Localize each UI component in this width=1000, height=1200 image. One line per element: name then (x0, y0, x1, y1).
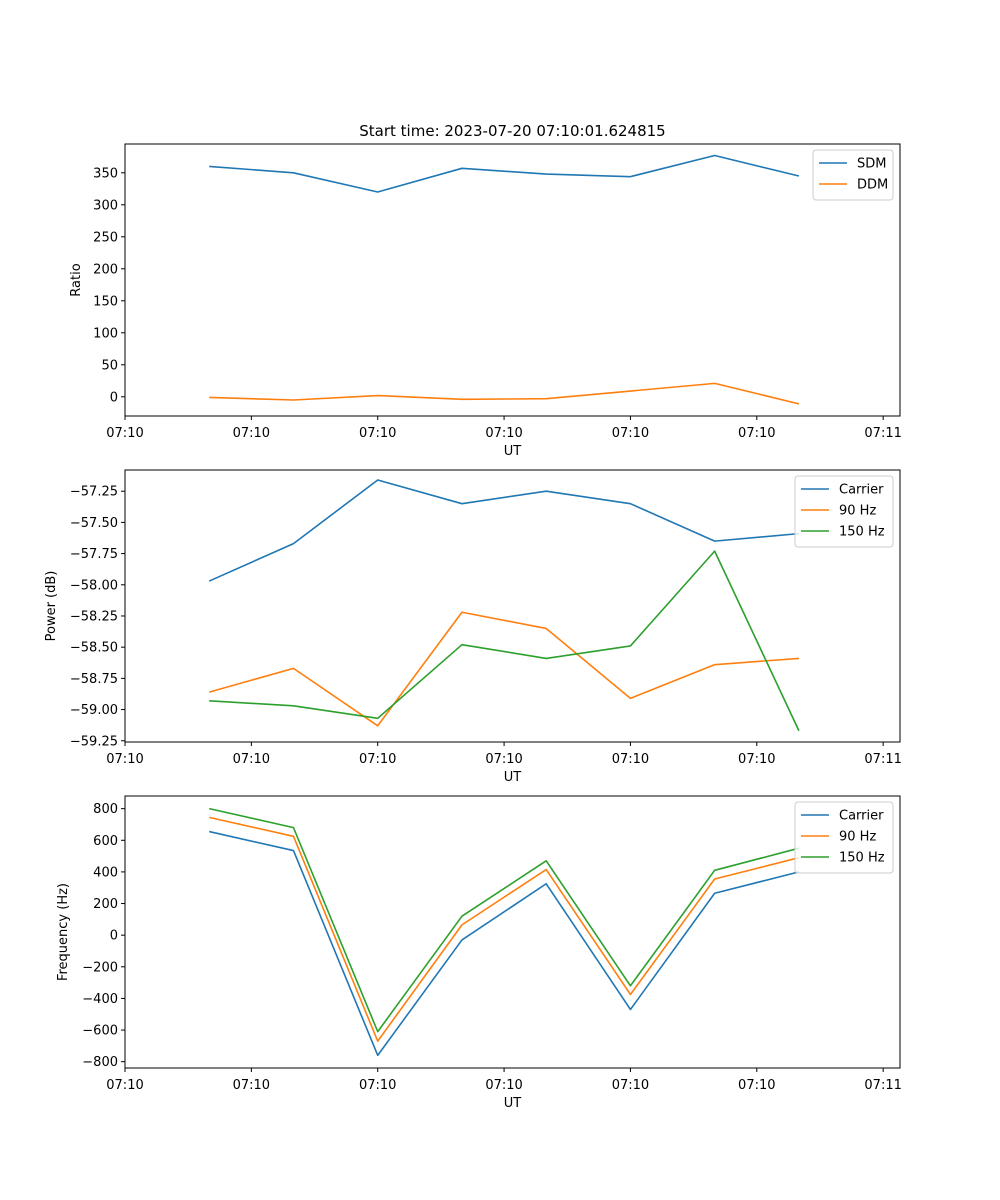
y-tick-label: 600 (93, 834, 118, 849)
y-tick-label: 350 (93, 166, 118, 181)
y-tick-label: 0 (110, 390, 118, 405)
x-tick-label: 07:10 (359, 426, 396, 441)
x-axis-label: UT (504, 1096, 522, 1111)
chart-title: Start time: 2023-07-20 07:10:01.624815 (359, 122, 665, 140)
axes-frame (124, 143, 901, 417)
axes-frame (124, 795, 901, 1069)
x-tick-label: 07:10 (612, 426, 649, 441)
y-tick-label: 200 (93, 897, 118, 912)
y-tick-label: −57.25 (70, 485, 118, 500)
subplot-2: 07:10 07:10 07:10 07:10 07:10 07:10 07:11 −59.2… (44, 469, 902, 785)
legend: SDM DDM (812, 149, 894, 201)
x-axis-label: UT (504, 770, 522, 785)
y-tick-label: −57.75 (70, 547, 118, 562)
y-tick-label: 0 (110, 929, 118, 944)
x-tick-label: 07:10 (738, 426, 775, 441)
series-line-ddm (209, 382, 800, 405)
subplot-1: Start time: 2023-07-20 07:10:01.624815 07… (69, 122, 902, 459)
x-tick-label: 07:10 (233, 426, 270, 441)
y-tick-label: 400 (93, 865, 118, 880)
y-tick-label: 200 (93, 262, 118, 277)
y-tick-label: 50 (101, 358, 118, 373)
y-tick-label: −57.50 (70, 516, 118, 531)
y-axis-label: Power (dB) (44, 571, 59, 642)
x-tick-label: 07:10 (359, 752, 396, 767)
legend-label: 150 Hz (839, 851, 885, 866)
x-tick-label: 07:11 (864, 426, 901, 441)
x-tick-label: 07:10 (233, 1078, 270, 1093)
y-tick-label: 250 (93, 230, 118, 245)
series-line-sdm (209, 154, 800, 193)
y-tick-label: −58.00 (70, 578, 118, 593)
x-axis-label: UT (504, 444, 522, 459)
y-tick-label: −59.25 (70, 734, 118, 749)
series-line-150-hz (209, 807, 800, 1033)
x-tick-label: 07:10 (738, 1078, 775, 1093)
legend: Carrier 90 Hz 150 Hz (794, 801, 894, 874)
legend-box (794, 801, 894, 874)
x-tick-label: 07:10 (106, 426, 143, 441)
x-tick-label: 07:10 (485, 426, 522, 441)
x-tick-label: 07:10 (106, 1078, 143, 1093)
legend-label: Carrier (839, 483, 884, 498)
y-tick-label: −400 (82, 992, 118, 1007)
legend-box (794, 475, 894, 548)
legend-label: SDM (857, 157, 886, 172)
y-tick-label: 800 (93, 802, 118, 817)
legend-label: 150 Hz (839, 525, 885, 540)
y-axis-label: Ratio (69, 263, 84, 296)
series-line-150-hz (209, 550, 800, 732)
y-tick-label: 150 (93, 294, 118, 309)
y-tick-label: −800 (82, 1055, 118, 1070)
y-tick-label: −58.75 (70, 672, 118, 687)
legend-label: DDM (857, 178, 888, 193)
subplot-3: 07:10 07:10 07:10 07:10 07:10 07:10 07:11 −800 −… (56, 795, 902, 1111)
legend-label: 90 Hz (839, 504, 876, 519)
axes-frame (124, 469, 901, 743)
y-tick-label: −58.25 (70, 609, 118, 624)
x-tick-label: 07:10 (485, 1078, 522, 1093)
y-tick-label: −59.00 (70, 703, 118, 718)
x-tick-label: 07:10 (485, 752, 522, 767)
legend: Carrier 90 Hz 150 Hz (794, 475, 894, 548)
x-tick-label: 07:10 (612, 1078, 649, 1093)
y-axis-label: Frequency (Hz) (56, 883, 71, 981)
y-tick-label: 100 (93, 326, 118, 341)
series-line-90-hz (209, 816, 800, 1042)
y-tick-label: −200 (82, 960, 118, 975)
x-tick-label: 07:10 (359, 1078, 396, 1093)
x-tick-label: 07:10 (738, 752, 775, 767)
y-tick-label: 300 (93, 198, 118, 213)
x-tick-label: 07:11 (864, 1078, 901, 1093)
x-tick-label: 07:10 (612, 752, 649, 767)
legend-label: Carrier (839, 809, 884, 824)
series-line-carrier (208, 479, 799, 582)
x-tick-label: 07:10 (106, 752, 143, 767)
x-tick-label: 07:11 (864, 752, 901, 767)
y-tick-label: −58.50 (70, 641, 118, 656)
legend-label: 90 Hz (839, 830, 876, 845)
x-tick-label: 07:10 (233, 752, 270, 767)
y-tick-label: −600 (82, 1024, 118, 1039)
series-line-90-hz (209, 611, 799, 727)
series-line-carrier (209, 830, 800, 1057)
